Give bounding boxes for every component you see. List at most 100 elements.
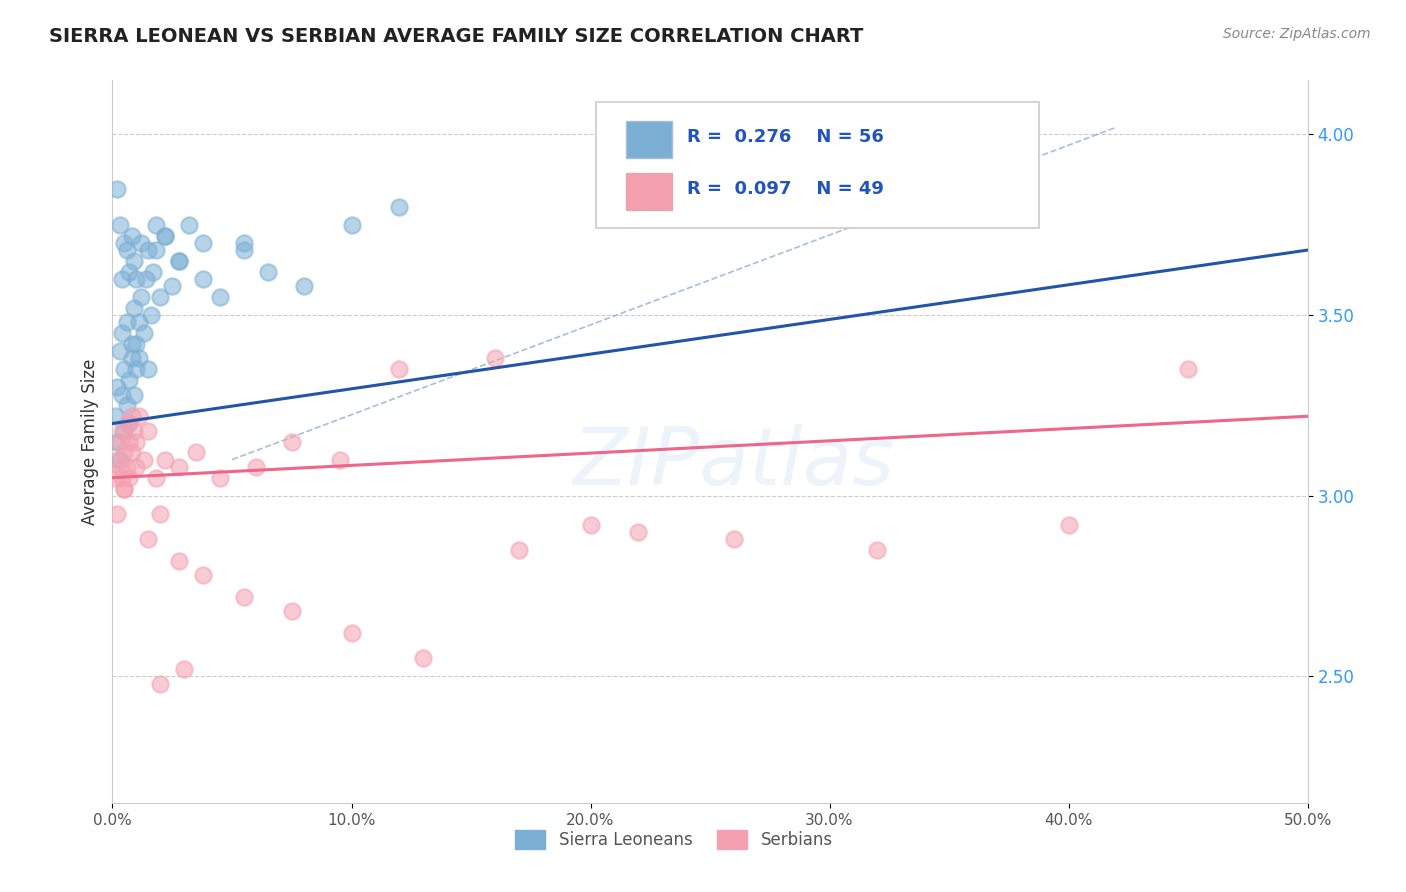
Point xyxy=(579,517,602,532)
Point xyxy=(111,387,134,401)
Text: ZIPatlas: ZIPatlas xyxy=(572,425,896,502)
Point xyxy=(118,373,141,387)
Point xyxy=(138,532,160,546)
Point xyxy=(108,434,131,449)
Point xyxy=(121,228,143,243)
Point xyxy=(105,182,128,196)
Point xyxy=(115,417,138,431)
Point xyxy=(1177,362,1199,376)
Point xyxy=(114,424,135,438)
Point xyxy=(122,254,145,268)
Point xyxy=(128,351,150,366)
Point xyxy=(233,590,256,604)
Point xyxy=(281,434,304,449)
Point xyxy=(115,315,138,329)
Point xyxy=(125,272,148,286)
Point xyxy=(125,459,148,474)
Point xyxy=(145,471,167,485)
Point xyxy=(125,337,148,351)
Point xyxy=(162,279,183,293)
Point xyxy=(508,543,530,558)
Point xyxy=(118,265,141,279)
Point xyxy=(484,351,506,366)
Text: R =  0.276    N = 56: R = 0.276 N = 56 xyxy=(688,128,884,145)
Point xyxy=(105,434,128,449)
Point xyxy=(153,228,176,243)
Point xyxy=(173,662,195,676)
Point xyxy=(149,290,172,304)
Point xyxy=(121,409,143,424)
Point xyxy=(627,524,650,539)
Point xyxy=(138,243,160,257)
Point xyxy=(209,290,232,304)
Point xyxy=(177,218,200,232)
Point xyxy=(122,301,145,315)
Point xyxy=(139,308,162,322)
Point xyxy=(114,482,135,496)
Point xyxy=(169,459,191,474)
Point xyxy=(340,218,363,232)
Point xyxy=(111,424,134,438)
Bar xyxy=(627,173,672,211)
Point xyxy=(104,409,127,424)
Point xyxy=(193,568,215,582)
Point xyxy=(292,279,315,293)
Text: R =  0.097    N = 49: R = 0.097 N = 49 xyxy=(688,179,884,198)
Point xyxy=(388,362,411,376)
Point xyxy=(108,344,131,359)
Point xyxy=(115,243,138,257)
Point xyxy=(233,235,256,250)
Point xyxy=(169,254,191,268)
Point xyxy=(233,243,256,257)
Point xyxy=(132,326,155,341)
Point xyxy=(108,218,131,232)
Point xyxy=(132,452,155,467)
Point xyxy=(149,676,172,690)
Point xyxy=(125,362,148,376)
Point xyxy=(169,554,191,568)
Point xyxy=(114,362,135,376)
Point xyxy=(340,626,363,640)
Point xyxy=(723,532,745,546)
Y-axis label: Average Family Size: Average Family Size xyxy=(80,359,98,524)
Point xyxy=(153,452,176,467)
Point xyxy=(149,507,172,521)
Point xyxy=(114,235,135,250)
Point xyxy=(138,424,160,438)
Point xyxy=(135,272,157,286)
Legend: Sierra Leoneans, Serbians: Sierra Leoneans, Serbians xyxy=(509,823,839,856)
Point xyxy=(142,265,165,279)
Point xyxy=(125,434,148,449)
Point xyxy=(186,445,208,459)
Point xyxy=(129,235,152,250)
FancyBboxPatch shape xyxy=(596,102,1039,228)
Point xyxy=(145,243,167,257)
Point xyxy=(114,482,135,496)
Point xyxy=(111,471,134,485)
Point xyxy=(115,398,138,412)
Point xyxy=(111,326,134,341)
Point xyxy=(105,452,128,467)
Point xyxy=(209,471,232,485)
Point xyxy=(105,507,128,521)
Point xyxy=(245,459,267,474)
Point xyxy=(329,452,352,467)
Point xyxy=(138,362,160,376)
Point xyxy=(115,459,138,474)
Point xyxy=(121,351,143,366)
Point xyxy=(129,290,152,304)
Point xyxy=(108,459,131,474)
Point xyxy=(169,254,191,268)
Point xyxy=(118,471,141,485)
Point xyxy=(388,200,411,214)
Point xyxy=(111,272,134,286)
Text: Source: ZipAtlas.com: Source: ZipAtlas.com xyxy=(1223,27,1371,41)
Point xyxy=(193,272,215,286)
Point xyxy=(104,471,127,485)
Point xyxy=(114,445,135,459)
Point xyxy=(193,235,215,250)
Point xyxy=(153,228,176,243)
Point xyxy=(281,604,304,618)
Point xyxy=(105,380,128,394)
Point xyxy=(128,409,150,424)
